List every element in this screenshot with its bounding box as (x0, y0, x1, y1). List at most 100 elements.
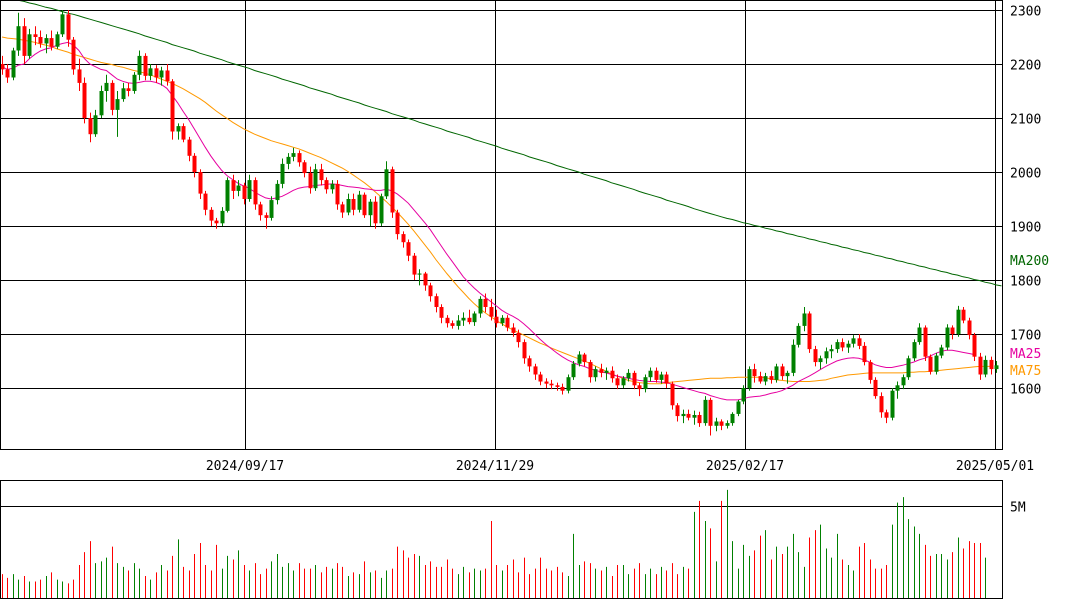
candle-body (763, 376, 768, 382)
ma200-label: MA200 (1010, 254, 1049, 269)
candle-body (544, 381, 549, 384)
candle-body (675, 405, 680, 417)
candle-body (82, 82, 87, 118)
candle-body (610, 370, 615, 379)
volume-tick-label: 5M (1010, 501, 1026, 516)
candle-body (390, 169, 395, 213)
candle-body (719, 421, 724, 426)
candle-body (33, 34, 38, 37)
candle-body (785, 372, 790, 377)
price-tick-label: 1900 (1010, 221, 1041, 236)
candle-body (456, 320, 461, 326)
candle-body (192, 155, 197, 172)
candle-body (362, 194, 367, 216)
candle-body (214, 220, 219, 224)
candle-body (708, 399, 713, 426)
candle-body (77, 69, 82, 83)
candle-body (472, 313, 477, 323)
candle-body (11, 50, 16, 78)
candle-body (637, 385, 642, 390)
ma75-line (1, 36, 991, 385)
candle-body (741, 388, 746, 402)
candle-body (868, 362, 873, 380)
candle-body (791, 344, 796, 373)
candle-body (599, 369, 604, 373)
candle-body (983, 359, 988, 375)
candle-body (275, 183, 280, 201)
candle-body (44, 38, 49, 44)
candle-body (879, 396, 884, 413)
candle-body (412, 255, 417, 275)
candle-body (796, 325, 801, 345)
candle-body (917, 327, 922, 343)
candle-body (857, 338, 862, 346)
date-tick-label: 2025/02/17 (706, 459, 784, 474)
candle-body (643, 377, 648, 390)
candle-body (401, 234, 406, 243)
candle-body (335, 183, 340, 205)
candle-body (818, 358, 823, 363)
candle-body (379, 196, 384, 224)
candle-body (664, 374, 669, 384)
candle-body (27, 34, 32, 56)
candle-body (511, 327, 516, 333)
candle-body (950, 327, 955, 334)
candle-body (813, 349, 818, 363)
candle-body (242, 185, 247, 199)
chart-grid (0, 0, 1003, 599)
candle-body (978, 356, 983, 375)
candle-body (461, 317, 466, 321)
candle-body (703, 399, 708, 424)
candle-body (500, 317, 505, 324)
candle-body (357, 194, 362, 210)
candle-body (571, 363, 576, 378)
candle-body (384, 169, 389, 197)
candle-body (851, 338, 856, 344)
volume-bars (2, 489, 986, 598)
candle-body (758, 376, 763, 382)
price-panel-frame (0, 0, 1003, 450)
candle-body (324, 180, 329, 190)
candle-body (538, 374, 543, 382)
candle-body (445, 317, 450, 324)
candle-body (38, 37, 43, 44)
candle-body (439, 307, 444, 318)
candle-body (769, 376, 774, 380)
candle-body (901, 377, 906, 386)
candle-body (450, 323, 455, 326)
candle-body (423, 273, 428, 286)
candle-body (670, 383, 675, 406)
candle-body (516, 332, 521, 343)
candle-body (626, 372, 631, 379)
candle-body (604, 370, 609, 373)
ma75-label: MA75 (1010, 364, 1041, 379)
candle-body (577, 354, 582, 364)
candle-body (428, 285, 433, 297)
candle-body (862, 345, 867, 363)
candle-body (906, 358, 911, 378)
candle-body (406, 242, 411, 256)
candle-body (308, 173, 313, 189)
candle-body (774, 366, 779, 380)
candle-body (956, 309, 961, 334)
candle-body (505, 317, 510, 328)
candle-body (104, 82, 109, 91)
candle-body (588, 362, 593, 378)
candle-body (467, 317, 472, 323)
candle-body (126, 88, 131, 91)
candle-body (55, 34, 60, 47)
candle-body (725, 423, 730, 426)
price-tick-label: 2200 (1010, 59, 1041, 74)
candle-body (66, 14, 71, 40)
candle-body (934, 355, 939, 372)
candle-body (176, 126, 181, 132)
candle-body (489, 307, 494, 317)
candle-body (714, 421, 719, 426)
price-tick-label: 2100 (1010, 113, 1041, 128)
candle-body (132, 74, 137, 91)
candle-body (88, 118, 93, 135)
candle-body (209, 209, 214, 221)
candle-body (247, 180, 252, 199)
candle-body (835, 342, 840, 350)
